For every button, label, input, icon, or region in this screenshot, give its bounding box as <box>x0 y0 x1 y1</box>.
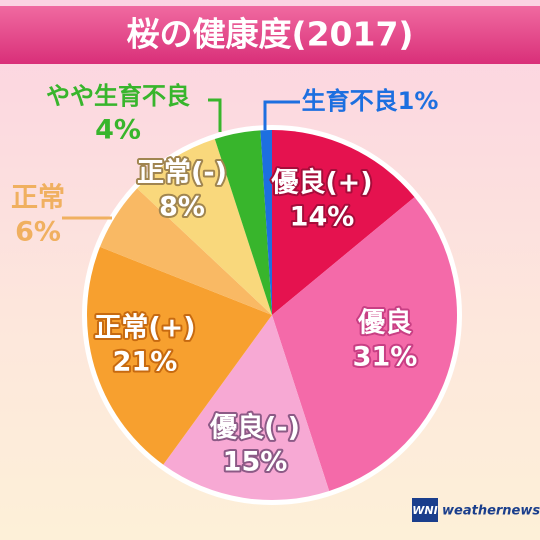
value-label: 8% <box>159 192 205 223</box>
value-label: 14% <box>290 202 355 233</box>
leader-line <box>263 100 300 130</box>
pie-slice <box>163 315 330 500</box>
category-label: 正常(+) <box>94 313 195 344</box>
logo-mark: WNI <box>412 504 437 517</box>
value-label: 31% <box>353 342 418 373</box>
pie-slice <box>272 130 415 315</box>
title-banner <box>0 6 540 64</box>
pie-slice <box>87 246 272 465</box>
logo-name: weathernews <box>442 504 540 519</box>
pie-slice <box>272 197 457 491</box>
category-label: 優良(-) <box>209 412 300 444</box>
logo-box <box>412 498 438 522</box>
value-label: 6% <box>15 217 61 248</box>
category-label: 優良 <box>357 307 412 339</box>
value-label: 4% <box>95 115 141 146</box>
slice-label: 生育不良1% <box>302 87 439 115</box>
category-label: 正常(-) <box>137 158 227 189</box>
leader-line <box>208 98 222 132</box>
logo: WNI weathernews <box>412 498 540 522</box>
value-label: 1% <box>398 87 439 115</box>
pie <box>87 130 457 500</box>
category-label: やや生育不良 <box>46 82 190 110</box>
pie-slice <box>99 188 272 315</box>
pie-slice <box>260 130 272 315</box>
category-label: 優良(+) <box>270 167 372 199</box>
category-label: 生育不良 <box>302 87 398 115</box>
category-label: 正常 <box>11 183 65 214</box>
value-label: 21% <box>113 347 178 378</box>
pie-slice <box>137 139 272 315</box>
pie-slice <box>214 130 272 315</box>
value-label: 15% <box>223 447 288 478</box>
chart-title: 桜の健康度(2017) <box>126 15 413 54</box>
